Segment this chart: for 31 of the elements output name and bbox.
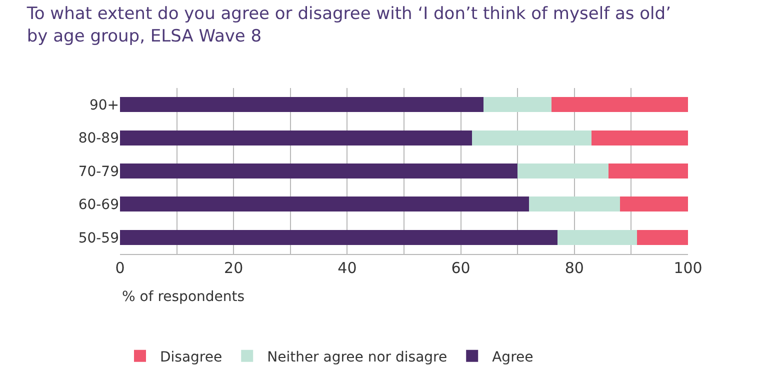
bar [636, 230, 688, 245]
y-tick-label: 60-69 [78, 197, 119, 214]
legend-label: Neither agree nor disagre [267, 349, 448, 366]
y-tick-label: 90+ [89, 98, 119, 114]
legend-label: Agree [492, 349, 534, 366]
x-tick-label: 0 [115, 259, 125, 277]
x-tick-label: 60 [451, 259, 470, 277]
bar [528, 196, 620, 212]
bar [591, 130, 688, 146]
y-tick-label: 50-59 [78, 230, 119, 246]
bar [620, 196, 688, 212]
y-tick-label: 80-89 [78, 130, 119, 147]
bar [120, 196, 529, 212]
bar [120, 164, 518, 178]
x-axis-title: % of respondents [122, 289, 245, 305]
bar [552, 97, 688, 112]
bar [120, 97, 484, 112]
bar [472, 130, 592, 146]
chart-title: To what extent do you agree or disagree with ‘I don’t think of myself as old’ by age group, ELSA Wave 8 [26, 4, 671, 46]
x-tick-label: 80 [564, 259, 584, 277]
y-tick-label: 70-79 [78, 164, 119, 180]
x-tick-label: 20 [224, 259, 244, 277]
bar [518, 164, 608, 178]
legend-label: Disagree [160, 349, 222, 366]
x-tick-label: 40 [338, 259, 357, 277]
bar [120, 130, 472, 146]
x-tick-label: 100 [674, 259, 702, 277]
bar [120, 230, 558, 245]
bar [608, 164, 688, 178]
bar [557, 230, 637, 245]
bar [484, 97, 552, 112]
